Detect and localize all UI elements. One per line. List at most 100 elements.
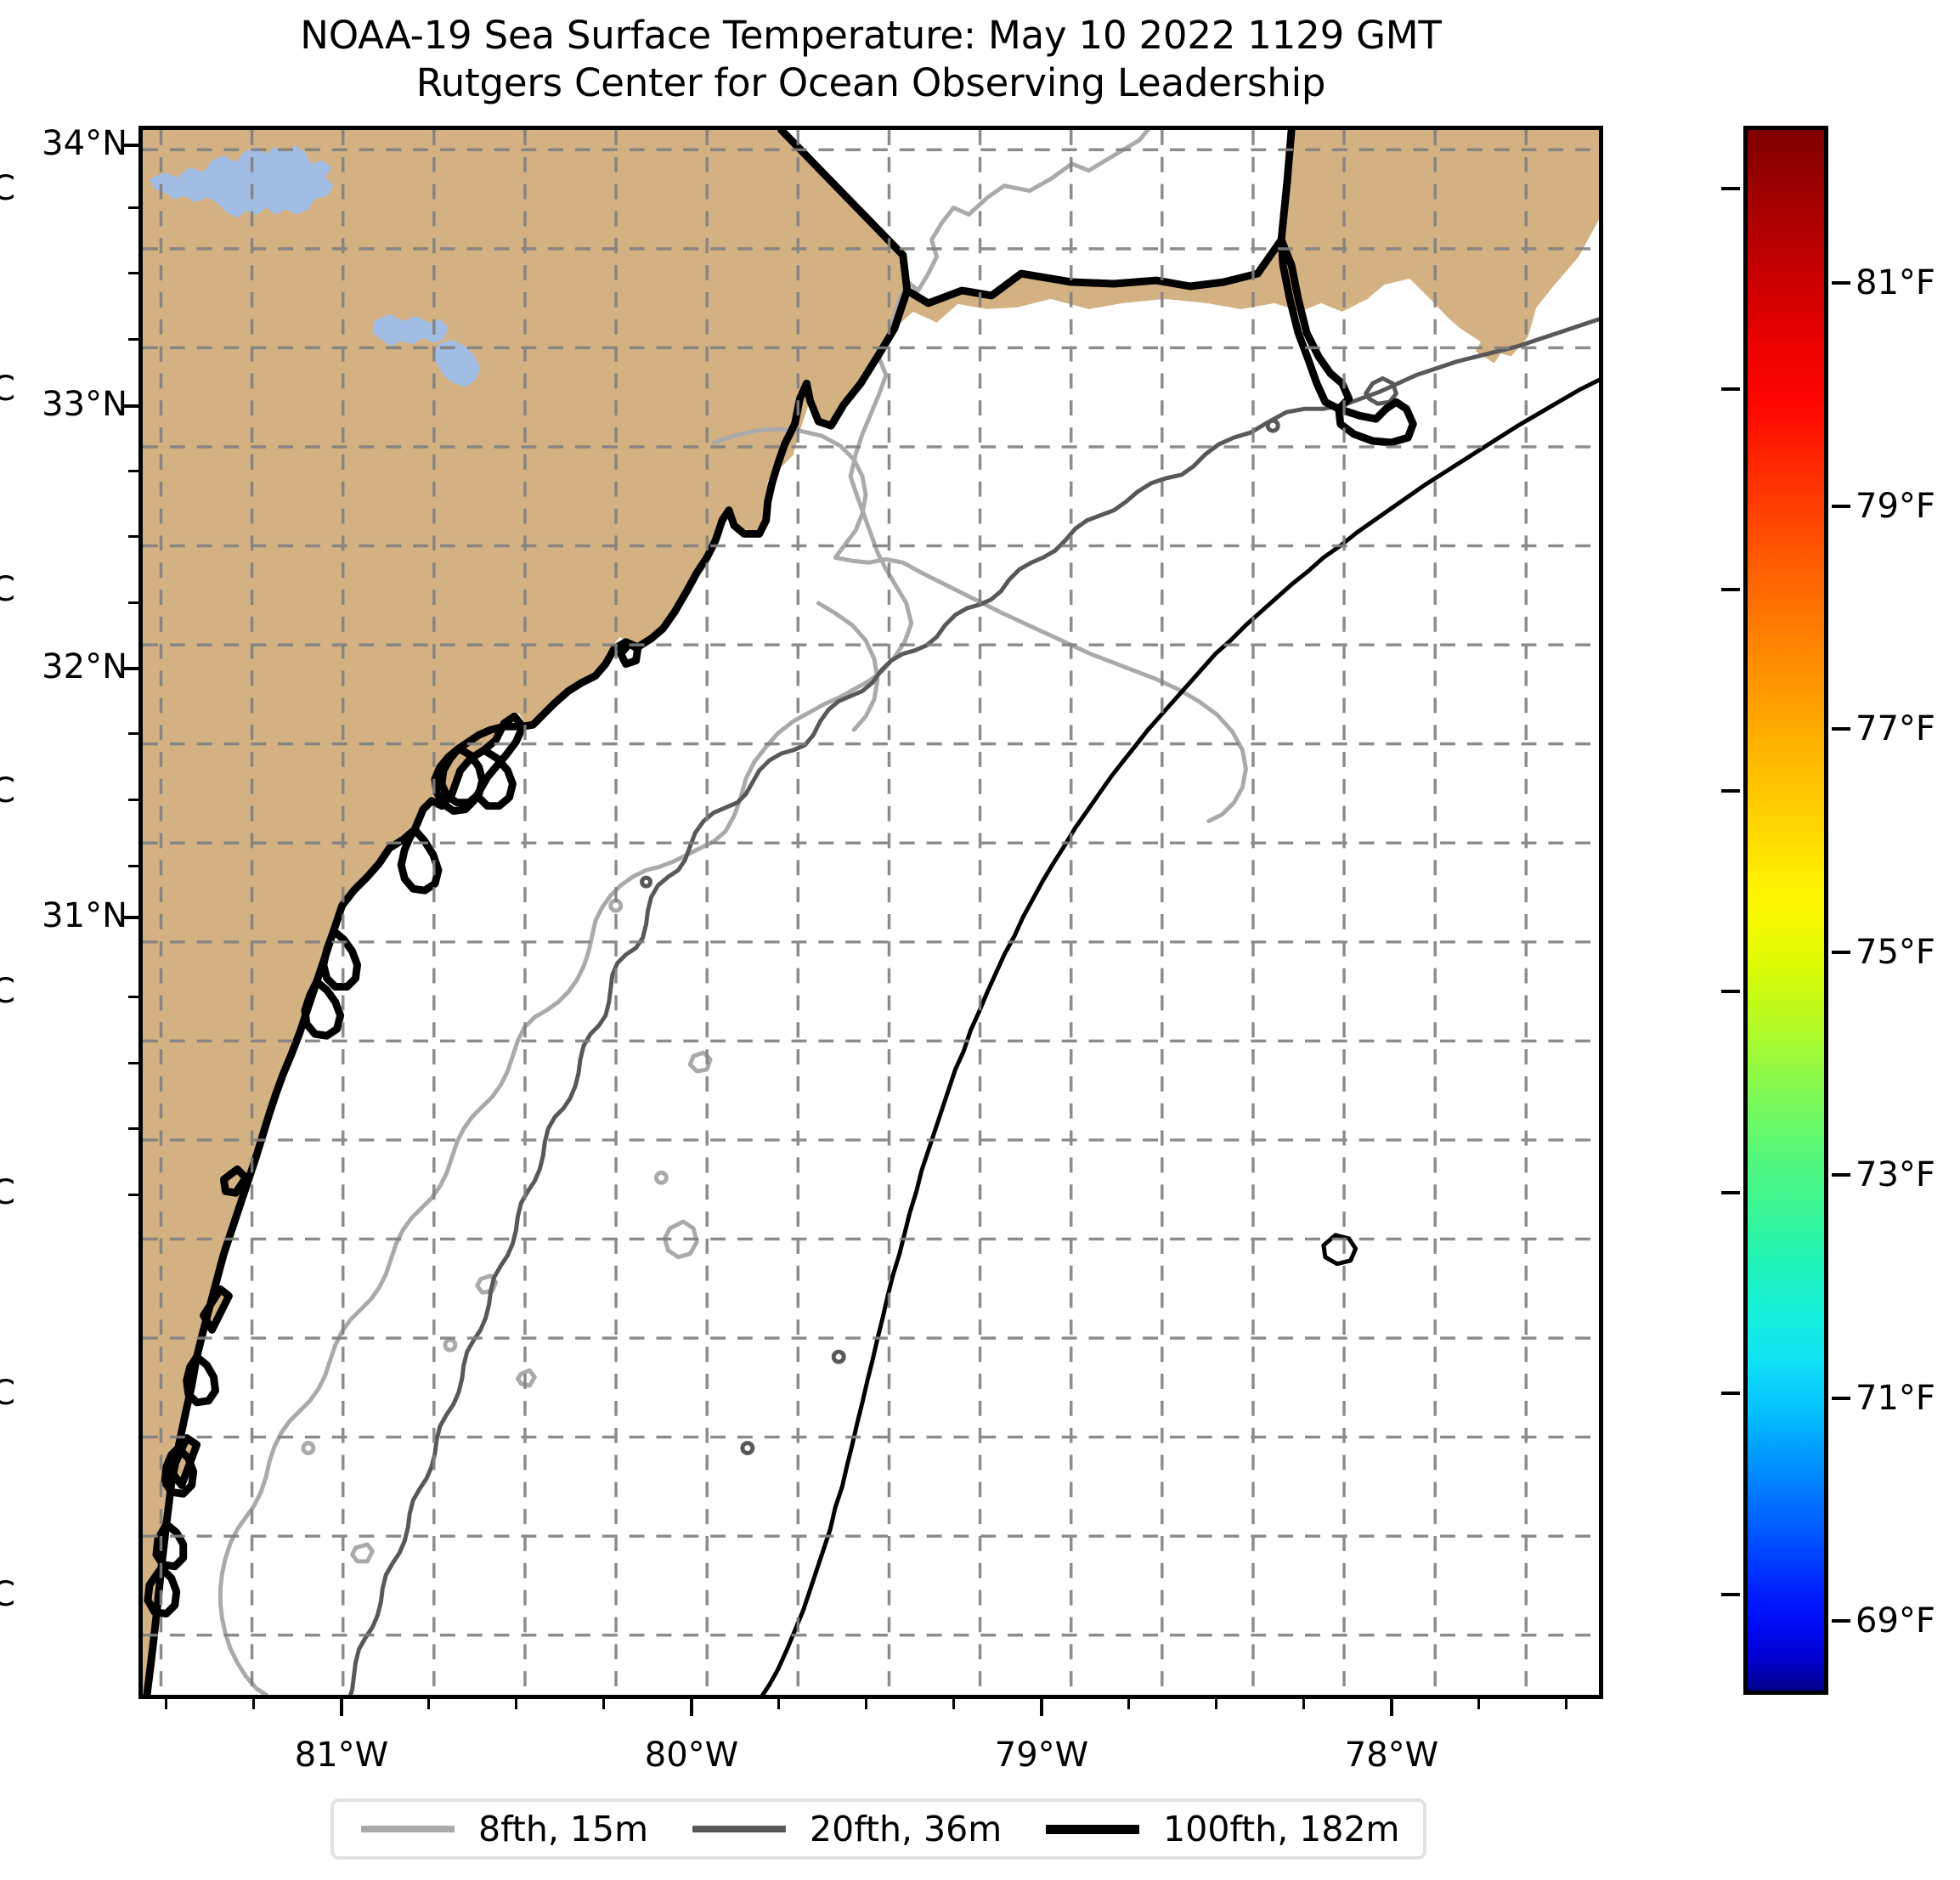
cbar-label-71f: 71°F [1856,1379,1935,1418]
cbar-tick-73f [1832,1173,1850,1177]
xtick-minor-5 [602,1699,605,1709]
bathymetry-legend[interactable]: 8fth, 15m 20fth, 36m 100fth, 182m [330,1798,1426,1860]
bathymetry-100fathom [760,377,1599,1695]
cbar-label-26c: 26°C [0,570,15,609]
ytick-minor-1 [128,206,138,209]
coastline-inlet-2 [438,744,487,807]
legend-swatch-100fth-icon [1046,1824,1140,1834]
lakes [149,144,481,387]
cbar-label-73f: 73°F [1856,1155,1935,1194]
map-plot-area[interactable] [138,126,1603,1699]
ytick-label-31n: 31°N [42,896,127,935]
contour-100fth-island-1 [1321,1233,1358,1267]
contour-8fth-main [217,130,1150,1695]
xtick-minor-3 [427,1699,430,1709]
coastline-sound-2 [301,978,345,1040]
cbar-tick-22c [1721,1392,1740,1395]
cbar-tick-81f [1832,281,1850,285]
ytick-label-32n: 32°N [42,647,127,686]
coastline-north [777,130,1296,308]
cbar-tick-77f [1832,727,1850,731]
coastline-cape-fear-tip [1335,398,1417,447]
coastline-island-1 [200,1285,233,1334]
coastline-inlet-charleston [431,722,527,816]
bathymetry-20fathom [348,317,1599,1695]
contour-8fth-spur [816,601,880,732]
cbar-label-25c: 25°C [0,771,15,810]
ytick-minor-4 [128,470,138,472]
cbar-tick-27c [1721,387,1740,391]
title-line-1: NOAA-19 Sea Surface Temperature: May 10 … [300,13,1442,58]
xtick-minor-6 [777,1699,780,1709]
contour-20fth-dot-1 [1265,418,1280,433]
contour-8fth-dot-3 [443,1337,458,1352]
ytick-minor-12 [128,1127,138,1130]
colorbar[interactable] [1743,126,1828,1695]
xtick-minor-1 [165,1699,167,1709]
ytick-mark-33n [121,404,138,408]
xtick-minor-2 [252,1699,255,1709]
ytick-minor-8 [128,799,138,801]
legend-item-8fth[interactable]: 8fth, 15m [334,1809,665,1849]
xtick-label-80w: 80°W [644,1736,739,1775]
contour-8fth-dot-4 [301,1441,316,1456]
contour-8fth-island-1 [662,1219,699,1260]
coastline-island-3 [219,1165,250,1197]
contour-8fth-island-4 [515,1368,537,1388]
coastline-nub [617,640,642,669]
cbar-tick-24c [1721,990,1740,993]
coastline-creek-2 [161,1444,198,1498]
ytick-minor-13 [128,1194,138,1196]
cbar-label-81f: 81°F [1856,263,1935,302]
ytick-label-33n: 33°N [42,385,127,424]
xtick-minor-9 [1127,1699,1130,1709]
xtick-minor-11 [1302,1699,1305,1709]
contour-8fth-north [711,426,868,560]
map-gridlines [143,130,1599,1695]
cbar-label-79f: 79°F [1856,487,1935,526]
ytick-minor-5 [128,535,138,538]
contour-8fth-island-2 [687,1050,713,1074]
land-polygon-main [143,130,1599,1695]
cbar-label-77f: 77°F [1856,709,1935,748]
cbar-tick-69f [1832,1619,1850,1623]
contour-20fth-main [348,317,1599,1695]
cbar-tick-26c [1721,588,1740,591]
cbar-tick-25c [1721,789,1740,793]
cbar-tick-71f [1832,1397,1850,1400]
page-title: NOAA-19 Sea Surface Temperature: May 10 … [0,12,1742,107]
xtick-minor-12 [1477,1699,1480,1709]
cbar-tick-28c [1721,187,1740,190]
coastline-inlet-3 [475,746,517,810]
coastline-creek-4 [144,1564,181,1617]
cbar-label-21c: 21°C [0,1575,15,1614]
xtick-mark-81w [340,1699,343,1716]
ytick-mark-32n [121,667,138,670]
bathymetry-8fathom [217,130,1248,1695]
ytick-minor-2 [128,272,138,274]
cbar-label-27c: 27°C [0,370,15,409]
cbar-label-28c: 28°C [0,169,15,208]
legend-item-100fth[interactable]: 100fth, 182m [1019,1809,1416,1849]
contour-20fth-dot-2 [831,1349,846,1364]
legend-swatch-8fth-icon [361,1826,455,1832]
legend-item-20fth[interactable]: 20fth, 36m [665,1809,1019,1849]
xtick-label-78w: 78°W [1344,1736,1439,1775]
ytick-minor-9 [128,865,138,867]
ytick-label-34n: 34°N [42,124,127,163]
legend-label-8fth: 8fth, 15m [478,1809,649,1849]
land-sliver-3 [1475,336,1505,364]
ytick-minor-3 [128,338,138,341]
cbar-label-24c: 24°C [0,972,15,1011]
ytick-minor-11 [128,1062,138,1064]
cbar-tick-21c [1721,1593,1740,1596]
xtick-label-81w: 81°W [294,1736,389,1775]
coastline-sound-1 [319,927,362,991]
xtick-mark-79w [1040,1699,1043,1716]
coastline-inlet-4 [397,826,443,895]
cbar-label-23c: 23°C [0,1173,15,1212]
ytick-minor-7 [128,732,138,735]
legend-swatch-20fth-icon [692,1826,787,1832]
lake-small-1 [433,339,481,387]
legend-label-100fth: 100fth, 182m [1163,1809,1400,1849]
